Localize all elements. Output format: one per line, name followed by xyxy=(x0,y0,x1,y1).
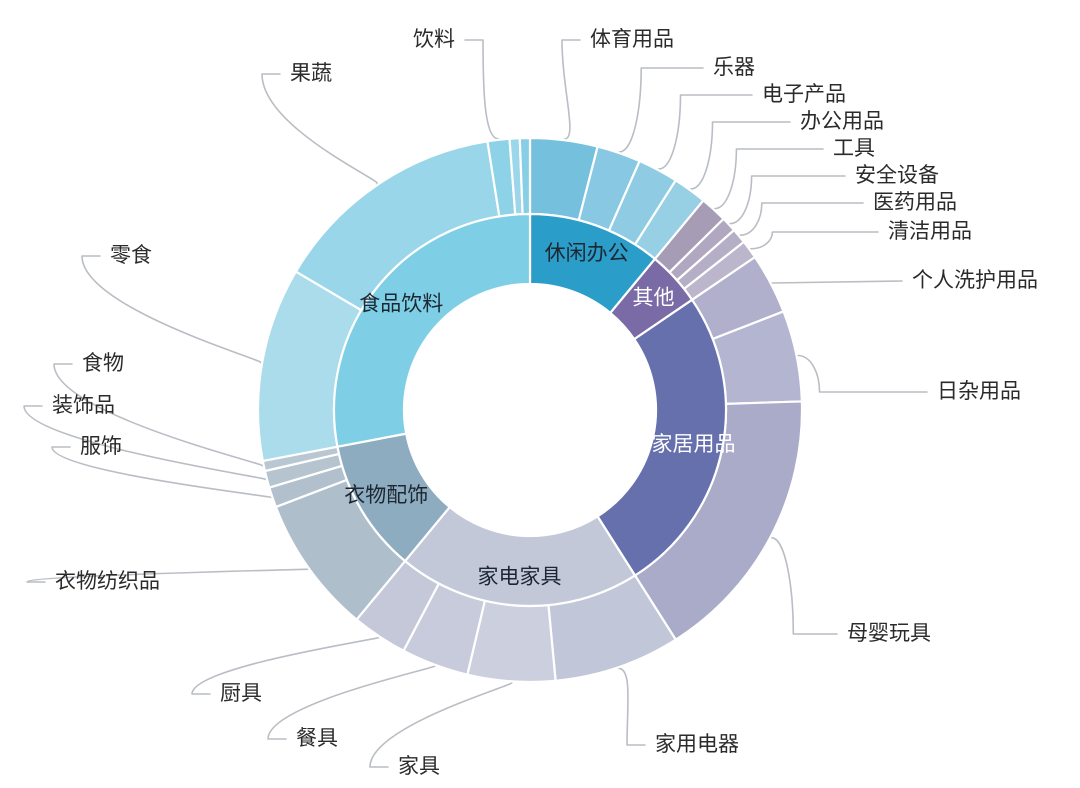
outer-ring-layer xyxy=(256,136,804,684)
callout-label-家具: 家具 xyxy=(398,755,440,778)
leader-line-体育用品 xyxy=(561,39,581,140)
inner-seg-食品饮料[interactable] xyxy=(332,212,532,448)
callout-label-医药用品: 医药用品 xyxy=(873,191,957,214)
leader-line-办公用品 xyxy=(689,121,791,190)
leader-line-厨具 xyxy=(191,636,380,695)
inner-ring-label-其他: 其他 xyxy=(633,287,675,310)
leader-line-医药用品 xyxy=(739,202,864,237)
callout-label-办公用品: 办公用品 xyxy=(800,110,884,133)
inner-ring-label-家居用品: 家居用品 xyxy=(652,433,736,456)
callout-label-日杂用品: 日杂用品 xyxy=(937,380,1021,403)
leader-line-电子产品 xyxy=(657,94,753,170)
leader-line-餐具 xyxy=(267,664,436,740)
leader-line-衣物纺织品 xyxy=(26,568,309,583)
leader-line-家用电器 xyxy=(617,667,646,746)
callout-label-服饰: 服饰 xyxy=(80,435,122,458)
leader-line-零食 xyxy=(81,255,263,364)
inner-ring-layer xyxy=(332,212,728,608)
outer-seg-gap-23[interactable] xyxy=(518,136,532,216)
leader-line-家具 xyxy=(369,681,513,768)
callout-label-零食: 零食 xyxy=(110,244,152,267)
leader-line-装饰品 xyxy=(23,405,267,481)
leader-line-食物 xyxy=(53,363,264,467)
leader-line-乐器 xyxy=(618,67,704,153)
callout-label-厨具: 厨具 xyxy=(220,682,262,705)
leader-line-果蔬 xyxy=(261,73,379,185)
callout-label-食物: 食物 xyxy=(82,352,124,375)
leader-line-安全设备 xyxy=(728,175,846,225)
leader-line-服饰 xyxy=(51,446,273,499)
inner-ring-label-衣物配饰: 衣物配饰 xyxy=(344,484,428,507)
callout-label-餐具: 餐具 xyxy=(296,727,338,750)
callout-label-家用电器: 家用电器 xyxy=(655,733,739,756)
leader-line-个人洗护用品 xyxy=(770,280,903,284)
leader-line-饮料 xyxy=(464,39,500,140)
inner-ring-label-食品饮料: 食品饮料 xyxy=(359,293,443,316)
callout-label-安全设备: 安全设备 xyxy=(855,164,939,187)
leader-line-清洁用品 xyxy=(749,231,879,250)
callout-label-母婴玩具: 母婴玩具 xyxy=(847,622,931,645)
callout-label-个人洗护用品: 个人洗护用品 xyxy=(912,269,1038,292)
inner-seg-家居用品[interactable] xyxy=(596,298,728,577)
callout-label-乐器: 乐器 xyxy=(713,56,755,79)
leader-line-日杂用品 xyxy=(796,354,928,393)
callout-label-装饰品: 装饰品 xyxy=(52,394,115,417)
leader-line-母婴玩具 xyxy=(770,536,838,635)
callout-label-果蔬: 果蔬 xyxy=(290,62,332,85)
leader-line-工具 xyxy=(713,148,824,210)
callout-label-工具: 工具 xyxy=(833,137,875,160)
leader-lines-layer xyxy=(23,39,928,768)
callout-label-清洁用品: 清洁用品 xyxy=(888,220,972,243)
inner-seg-家电家具[interactable] xyxy=(403,505,637,608)
callout-label-电子产品: 电子产品 xyxy=(762,83,846,106)
inner-ring-label-家电家具: 家电家具 xyxy=(478,566,562,589)
callout-label-体育用品: 体育用品 xyxy=(590,28,674,51)
inner-ring-label-休闲办公: 休闲办公 xyxy=(545,242,629,265)
callout-label-衣物纺织品: 衣物纺织品 xyxy=(55,570,160,593)
callout-label-饮料: 饮料 xyxy=(413,28,455,51)
